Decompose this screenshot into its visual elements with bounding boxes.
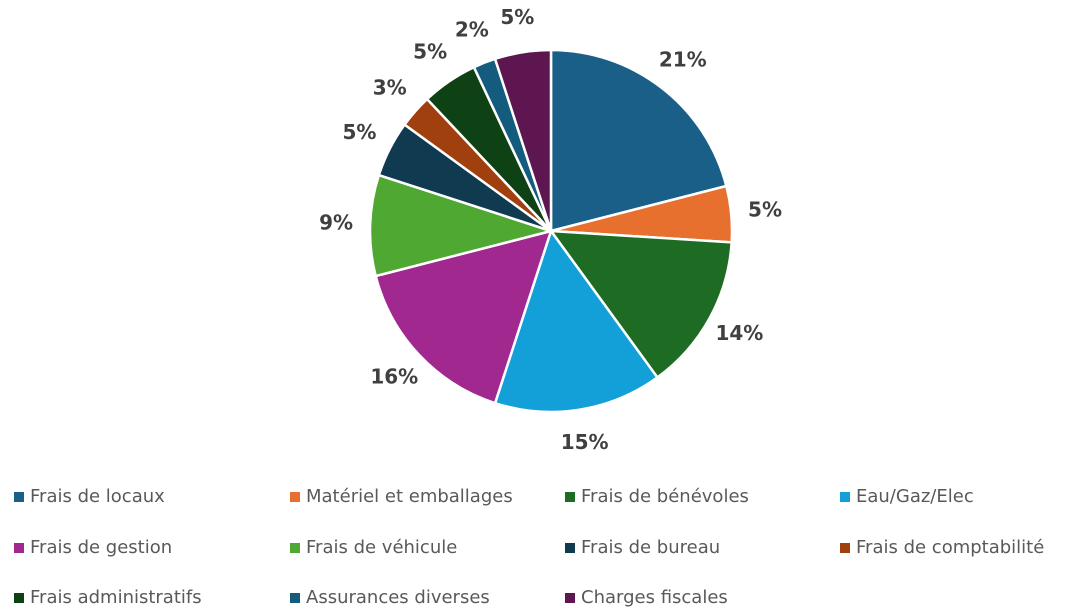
data-label: 5% bbox=[748, 197, 782, 221]
data-label: 5% bbox=[342, 120, 376, 144]
data-label: 15% bbox=[561, 430, 609, 454]
legend-marker bbox=[565, 593, 575, 603]
pie-slice bbox=[368, 173, 556, 278]
data-label: 3% bbox=[373, 75, 407, 99]
data-label: 14% bbox=[715, 321, 763, 345]
legend-label: Frais de comptabilité bbox=[856, 537, 1044, 558]
data-label: 16% bbox=[370, 365, 418, 389]
data-label: 21% bbox=[659, 48, 707, 72]
legend-label: Frais de bénévoles bbox=[581, 486, 749, 507]
legend-marker bbox=[840, 543, 850, 553]
legend-label: Frais de véhicule bbox=[306, 537, 457, 558]
legend-marker bbox=[14, 543, 24, 553]
data-label: 5% bbox=[413, 40, 447, 64]
legend-marker bbox=[565, 492, 575, 502]
legend-label: Eau/Gaz/Elec bbox=[856, 486, 974, 507]
legend-marker bbox=[14, 593, 24, 603]
legend-label: Frais de bureau bbox=[581, 537, 720, 558]
legend-marker bbox=[840, 492, 850, 502]
data-label: 5% bbox=[500, 5, 534, 29]
legend-label: Matériel et emballages bbox=[306, 486, 513, 507]
legend-label: Charges fiscales bbox=[581, 587, 728, 608]
pie-slice bbox=[374, 229, 553, 405]
pie-slice bbox=[548, 229, 733, 380]
legend-marker bbox=[290, 593, 300, 603]
legend-marker bbox=[290, 543, 300, 553]
data-label: 2% bbox=[455, 18, 489, 42]
legend-label: Frais de locaux bbox=[30, 486, 165, 507]
data-label: 9% bbox=[319, 211, 353, 235]
legend-label: Frais de gestion bbox=[30, 537, 172, 558]
legend-label: Frais administratifs bbox=[30, 587, 202, 608]
legend-marker bbox=[14, 492, 24, 502]
pie-slice bbox=[493, 48, 553, 232]
legend-label: Assurances diverses bbox=[306, 587, 490, 608]
legend-marker bbox=[565, 543, 575, 553]
legend-marker bbox=[290, 492, 300, 502]
pie-slice bbox=[549, 48, 728, 233]
pie-slice bbox=[493, 228, 660, 414]
